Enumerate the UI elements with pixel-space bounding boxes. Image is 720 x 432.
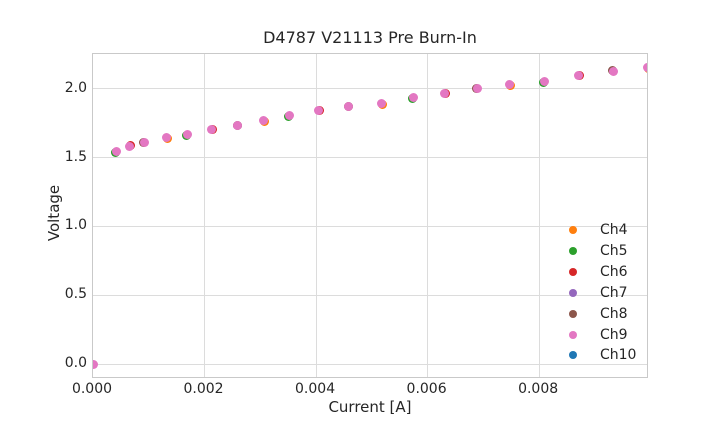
y-tick-label: 0.5 (64, 286, 87, 303)
legend-marker-icon (569, 309, 577, 318)
x-tick-label: 0.004 (295, 381, 336, 397)
data-point (314, 106, 324, 116)
data-point (182, 129, 192, 139)
y-tick-label: 1.5 (64, 148, 87, 165)
legend: Ch4 Ch5 Ch6 Ch7 Ch8 Ch9 Ch10 (565, 220, 665, 366)
legend-marker-icon (569, 330, 577, 339)
data-point (573, 71, 583, 81)
legend-item-ch4: Ch4 (565, 220, 665, 241)
legend-label: Ch7 (600, 284, 628, 301)
data-point (258, 116, 268, 126)
legend-marker-icon (569, 247, 577, 256)
data-point (472, 84, 482, 94)
y-axis-label: Voltage (45, 184, 63, 242)
legend-item-ch10: Ch10 (565, 345, 665, 366)
data-point (642, 63, 647, 73)
data-point (504, 80, 514, 90)
gridline-vertical (427, 54, 429, 377)
data-point (285, 111, 295, 121)
legend-label: Ch8 (600, 305, 628, 322)
x-tick-label: 0.002 (183, 381, 224, 397)
data-point (376, 99, 386, 109)
y-tick-label: 1.0 (64, 217, 87, 234)
legend-label: Ch10 (600, 347, 637, 364)
gridline-horizontal (93, 294, 647, 296)
data-point (161, 133, 171, 143)
gridline-horizontal (93, 88, 647, 90)
data-point (539, 77, 549, 87)
x-tick-label: 0.008 (518, 381, 559, 397)
gridline-vertical (538, 54, 540, 377)
legend-label: Ch5 (600, 243, 628, 260)
legend-item-ch6: Ch6 (565, 262, 665, 283)
x-tick-label: 0.000 (71, 381, 113, 397)
data-point (93, 359, 98, 369)
gridline-horizontal (93, 363, 647, 365)
data-point (608, 67, 618, 77)
legend-label: Ch9 (600, 326, 628, 343)
data-point (344, 102, 354, 112)
legend-item-ch8: Ch8 (565, 303, 665, 324)
legend-item-ch7: Ch7 (565, 283, 665, 304)
gridline-horizontal (93, 157, 647, 159)
data-point (140, 138, 150, 148)
data-point (112, 147, 122, 157)
gridline-vertical (315, 54, 317, 377)
chart-title: D4787 V21113 Pre Burn-In (263, 28, 477, 47)
data-point (207, 125, 217, 135)
legend-marker-icon (569, 288, 577, 297)
y-tick-label: 0.0 (64, 355, 87, 371)
legend-label: Ch6 (600, 264, 628, 281)
legend-item-ch9: Ch9 (565, 324, 665, 345)
data-point (439, 89, 449, 99)
data-point (408, 93, 418, 103)
legend-item-ch5: Ch5 (565, 241, 665, 262)
gridline-horizontal (93, 225, 647, 227)
data-point (124, 141, 134, 151)
legend-label: Ch4 (600, 222, 628, 239)
legend-marker-icon (569, 351, 577, 360)
y-tick-label: 2.0 (64, 79, 87, 96)
gridline-vertical (204, 54, 206, 377)
legend-marker-icon (569, 268, 577, 277)
x-tick-label: 0.006 (406, 381, 447, 397)
x-axis-label: Current [A] (328, 398, 412, 416)
data-point (233, 121, 243, 131)
legend-marker-icon (569, 226, 577, 235)
plot-area (92, 53, 648, 378)
